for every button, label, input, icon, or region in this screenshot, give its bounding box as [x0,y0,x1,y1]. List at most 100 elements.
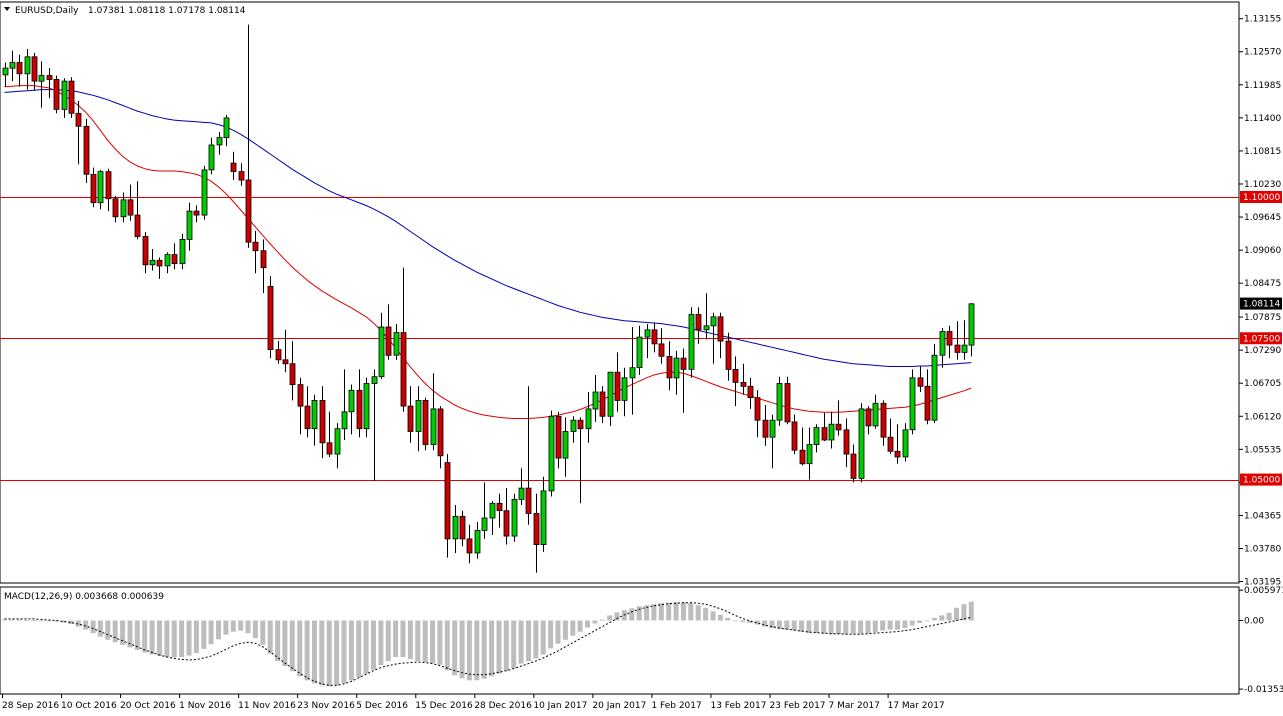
candle[interactable] [762,405,769,446]
candle[interactable] [171,243,178,270]
candle[interactable] [378,312,385,379]
candle[interactable] [496,493,503,528]
candle[interactable] [267,276,274,359]
candle[interactable] [193,205,200,223]
candle[interactable] [644,324,651,359]
candle[interactable] [917,366,924,393]
candle[interactable] [754,390,761,438]
candle[interactable] [341,369,348,440]
candle[interactable] [393,324,400,360]
candle[interactable] [511,493,518,542]
candle[interactable] [53,75,60,114]
candle[interactable] [828,411,835,449]
macd-pane[interactable] [0,586,1240,695]
candle[interactable] [466,524,473,564]
candle[interactable] [459,510,466,547]
candle[interactable] [216,132,223,155]
candle[interactable] [252,230,259,274]
candle[interactable] [585,392,592,443]
candle[interactable] [710,312,717,364]
candle[interactable] [924,369,931,425]
candle[interactable] [931,343,938,424]
candle[interactable] [518,468,525,505]
candle[interactable] [821,412,828,442]
candle[interactable] [725,332,732,381]
candle[interactable] [533,493,540,573]
candle[interactable] [127,184,134,221]
candle[interactable] [865,406,872,435]
candle[interactable] [201,165,208,220]
candle[interactable] [843,418,850,468]
candle[interactable] [555,411,562,469]
candle[interactable] [16,54,23,87]
candle[interactable] [769,414,776,469]
candle[interactable] [363,377,370,438]
candle[interactable] [319,386,326,459]
candle[interactable] [371,369,378,481]
candle[interactable] [872,394,879,429]
candle[interactable] [776,376,783,426]
candle[interactable] [400,267,407,412]
candle[interactable] [31,52,38,91]
candle[interactable] [24,48,31,90]
candle[interactable] [880,400,887,446]
candle[interactable] [452,505,459,553]
candle[interactable] [304,386,311,438]
candle[interactable] [260,239,267,294]
candle[interactable] [75,100,82,165]
candle[interactable] [238,163,245,186]
candle[interactable] [282,329,289,373]
candle[interactable] [939,328,946,368]
candle[interactable] [9,50,16,82]
candle[interactable] [570,416,577,443]
candle[interactable] [577,417,584,504]
candle[interactable] [673,350,680,395]
candle[interactable] [695,307,702,344]
candle[interactable] [156,257,163,279]
candle[interactable] [297,377,304,435]
candle[interactable] [799,427,806,466]
candle[interactable] [179,233,186,270]
candle[interactable] [850,444,857,483]
candle[interactable] [946,325,953,359]
candle[interactable] [688,307,695,378]
candle[interactable] [562,417,569,477]
candle[interactable] [105,168,112,212]
candle[interactable] [97,169,104,210]
candle[interactable] [835,400,842,436]
candle[interactable] [740,363,747,395]
candle[interactable] [134,181,141,240]
candle[interactable] [112,195,119,223]
candle[interactable] [46,68,53,99]
candle[interactable] [961,320,968,360]
candle[interactable] [38,61,45,108]
candle[interactable] [356,369,363,438]
candle[interactable] [385,304,392,360]
candle[interactable] [636,325,643,375]
candle[interactable] [415,386,422,452]
candle[interactable] [548,410,555,497]
candle[interactable] [607,371,614,426]
candle[interactable] [61,78,68,118]
candle[interactable] [592,375,599,422]
candle[interactable] [894,424,901,464]
candle[interactable] [186,202,193,251]
candle[interactable] [223,115,230,147]
candle[interactable] [334,423,341,469]
candle[interactable] [968,303,975,357]
candle[interactable] [230,151,237,180]
candle[interactable] [813,424,820,453]
candle[interactable] [208,137,215,175]
candle[interactable] [703,293,710,340]
candle[interactable] [525,386,532,525]
candle[interactable] [858,403,865,483]
candle[interactable] [489,501,496,535]
candle[interactable] [954,321,961,360]
candle[interactable] [540,476,547,552]
candle[interactable] [621,367,628,417]
candle[interactable] [732,356,739,407]
candle[interactable] [614,352,621,412]
candle[interactable] [666,341,673,391]
candle[interactable] [407,386,414,443]
candle[interactable] [909,369,916,435]
